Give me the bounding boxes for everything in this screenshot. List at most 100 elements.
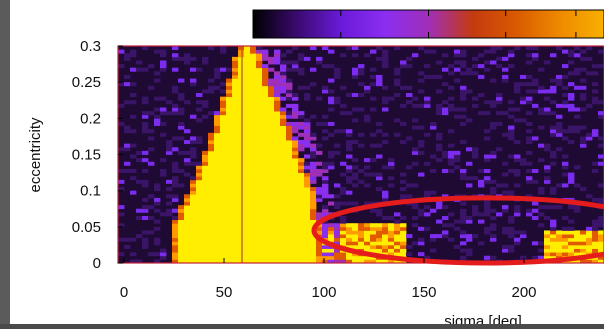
heatmap-cell (250, 121, 257, 126)
heatmap-cell (268, 190, 275, 195)
heatmap-cell (298, 219, 305, 224)
heatmap-cell (352, 230, 359, 235)
heatmap-cell (400, 234, 407, 239)
heatmap-cell (262, 219, 269, 224)
heatmap-cell (538, 223, 545, 228)
heatmap-cell (376, 78, 383, 83)
heatmap-cell (208, 205, 215, 210)
heatmap-cell (478, 183, 485, 188)
heatmap-cell (346, 154, 353, 159)
heatmap-cell (190, 208, 197, 213)
heatmap-cell (178, 234, 185, 239)
heatmap-cell (592, 244, 599, 249)
heatmap-cell (256, 103, 263, 108)
heatmap-cell (598, 143, 604, 148)
heatmap-cell (292, 244, 299, 249)
heatmap-cell (196, 205, 203, 210)
heatmap-cell (388, 241, 395, 246)
heatmap-cell (226, 197, 233, 202)
heatmap-cell (250, 147, 257, 152)
heatmap-cell (292, 237, 299, 242)
heatmap-cell (358, 179, 365, 184)
heatmap-cell (394, 93, 401, 98)
heatmap-cell (208, 194, 215, 199)
heatmap-cell (574, 46, 581, 51)
heatmap-cell (154, 121, 161, 126)
heatmap-cell (256, 215, 263, 221)
heatmap-cell (418, 89, 425, 94)
heatmap-cell (154, 219, 161, 224)
heatmap-cell (298, 143, 305, 148)
heatmap-cell (232, 114, 239, 119)
heatmap-cell (220, 230, 227, 235)
heatmap-cell (322, 205, 329, 210)
heatmap-cell (214, 234, 221, 239)
heatmap-cell (154, 259, 161, 263)
heatmap-cell (184, 230, 191, 235)
heatmap-cell (322, 165, 329, 170)
heatmap-cell (196, 136, 203, 141)
heatmap-cell (298, 215, 305, 221)
heatmap-cell (274, 219, 281, 224)
heatmap-cell (220, 114, 227, 119)
heatmap-plot (117, 45, 604, 264)
heatmap-cell (484, 226, 491, 231)
heatmap-cell (406, 252, 413, 257)
heatmap-cell (388, 237, 395, 242)
heatmap-cell (394, 46, 401, 51)
heatmap-cell (178, 111, 185, 116)
heatmap-cell (472, 96, 479, 101)
heatmap-cell (508, 244, 515, 249)
heatmap-cell (244, 136, 251, 141)
heatmap-cell (244, 154, 251, 159)
heatmap-cell (160, 132, 167, 137)
heatmap-cell (580, 234, 587, 239)
heatmap-cell (268, 237, 275, 242)
heatmap-cell (226, 118, 233, 123)
heatmap-cell (250, 107, 257, 112)
heatmap-cell (214, 215, 221, 221)
heatmap-cell (538, 212, 545, 217)
heatmap-cell (502, 183, 509, 188)
heatmap-cell (292, 150, 299, 155)
heatmap-cell (292, 121, 299, 126)
heatmap-cell (442, 53, 449, 58)
heatmap-cell (232, 259, 239, 263)
heatmap-cell (256, 168, 263, 173)
heatmap-cell (160, 212, 167, 217)
heatmap-cell (382, 190, 389, 195)
heatmap-cell (304, 255, 311, 260)
heatmap-cell (142, 125, 149, 130)
heatmap-cell (154, 118, 161, 123)
heatmap-cell (238, 215, 245, 221)
heatmap-cell (286, 67, 293, 72)
heatmap-cell (436, 147, 443, 152)
heatmap-cell (238, 165, 245, 170)
heatmap-cell (466, 183, 473, 188)
heatmap-cell (178, 93, 185, 98)
heatmap-cell (568, 49, 575, 54)
heatmap-cell (214, 74, 221, 79)
heatmap-cell (232, 60, 239, 65)
heatmap-cell (448, 237, 455, 242)
heatmap-cell (454, 60, 461, 65)
heatmap-cell (460, 89, 467, 94)
heatmap-cell (580, 96, 587, 101)
heatmap-cell (256, 244, 263, 249)
heatmap-cell (364, 244, 371, 249)
heatmap-cell (292, 252, 299, 257)
heatmap-cell (442, 230, 449, 235)
heatmap-cell (328, 201, 335, 206)
heatmap-cell (460, 107, 467, 112)
heatmap-cell (124, 74, 131, 79)
heatmap-cell (370, 132, 377, 137)
heatmap-cell (256, 154, 263, 159)
heatmap-cell (598, 114, 604, 119)
heatmap-cell (418, 252, 425, 257)
heatmap-cell (274, 234, 281, 239)
heatmap-cell (214, 158, 221, 163)
heatmap-cell (286, 241, 293, 246)
heatmap-cell (226, 226, 233, 231)
heatmap-cell (256, 140, 263, 145)
heatmap-cell (490, 100, 497, 105)
